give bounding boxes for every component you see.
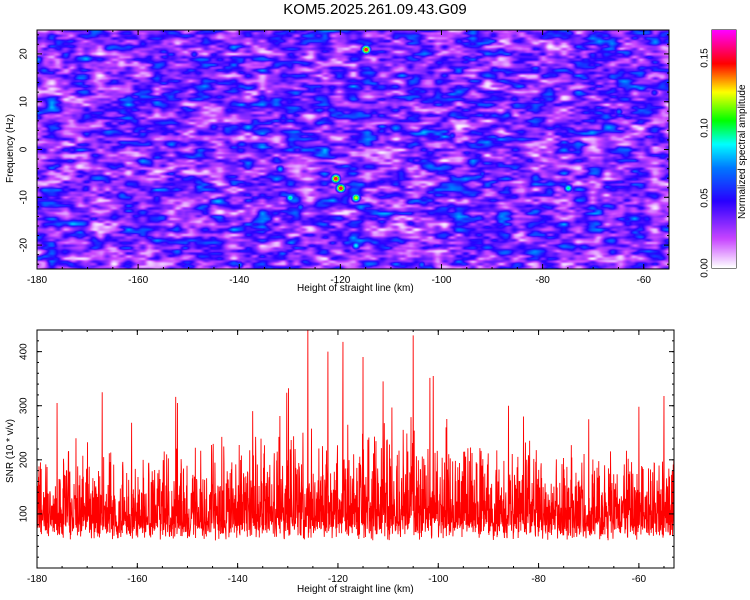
snr-y-tick-label: 300 — [19, 397, 30, 414]
heatmap-x-axis-label: Height of straight line (km) — [297, 283, 414, 294]
snr-series-line — [36, 329, 675, 541]
snr-x-axis-label: Height of straight line (km) — [297, 584, 414, 595]
snr-x-tick-label: -160 — [127, 574, 147, 585]
snr-y-tick-label: 200 — [19, 451, 30, 468]
snr-x-tick-label: -120 — [328, 574, 348, 585]
snr-y-tick-label: 100 — [19, 505, 30, 522]
snr-x-tick-label: -100 — [428, 574, 448, 585]
snr-x-tick-label: -140 — [228, 574, 248, 585]
snr-x-tick-label: -60 — [632, 574, 647, 585]
snr-x-tick-label: -180 — [27, 574, 47, 585]
colorbar — [712, 30, 736, 268]
snr-y-axis-label: SNR (10 * v/v) — [5, 419, 16, 483]
snr-x-tick-label: -80 — [531, 574, 546, 585]
chart-title: KOM5.2025.261.09.43.G09 — [283, 1, 467, 18]
snr-y-tick-label: 400 — [19, 343, 30, 360]
